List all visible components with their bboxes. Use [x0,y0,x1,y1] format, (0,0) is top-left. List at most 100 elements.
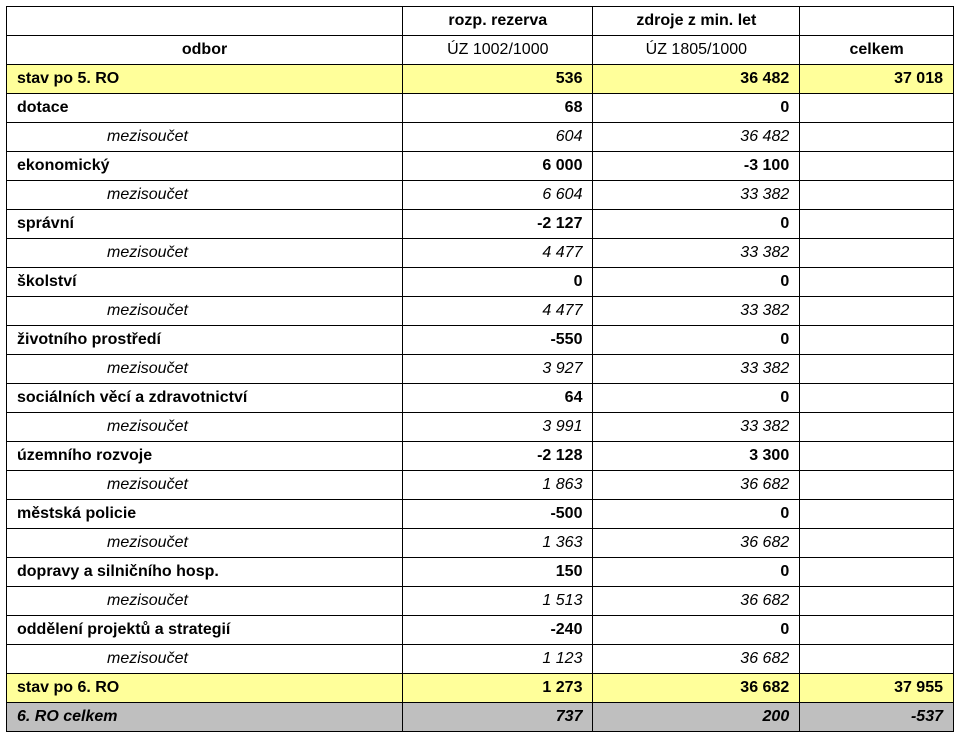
row-col-b: 36 682 [593,471,800,500]
row-label: mezisoučet [7,123,403,152]
table-row: školství00 [7,268,954,297]
header-col-a-sub: ÚZ 1002/1000 [403,36,593,65]
row-col-a: 1 123 [403,645,593,674]
row-col-a: 0 [403,268,593,297]
table-row: sociálních věcí a zdravotnictví640 [7,384,954,413]
table-row: územního rozvoje-2 1283 300 [7,442,954,471]
row-col-c: 37 018 [800,65,954,94]
table-row: dotace680 [7,94,954,123]
row-label: územního rozvoje [7,442,403,471]
table-row: oddělení projektů a strategií-2400 [7,616,954,645]
row-col-a: 4 477 [403,239,593,268]
table-row: mezisoučet3 92733 382 [7,355,954,384]
header-label: odbor [7,36,403,65]
table-container: { "table": { "colors": { "yellow": "#fff… [0,0,960,738]
row-label: oddělení projektů a strategií [7,616,403,645]
table-row: 6. RO celkem737200-537 [7,703,954,732]
row-col-a: 4 477 [403,297,593,326]
row-col-a: 536 [403,65,593,94]
row-col-c [800,152,954,181]
row-col-b: 36 682 [593,529,800,558]
budget-table: rozp. rezerva zdroje z min. let odbor ÚZ… [6,6,954,732]
row-label: mezisoučet [7,413,403,442]
header-col-a-top: rozp. rezerva [403,7,593,36]
row-label: mezisoučet [7,355,403,384]
row-col-c [800,471,954,500]
row-label: mezisoučet [7,645,403,674]
row-col-b: 0 [593,500,800,529]
row-label: sociálních věcí a zdravotnictví [7,384,403,413]
table-row: městská policie-5000 [7,500,954,529]
row-col-b: 33 382 [593,355,800,384]
row-col-b: 36 482 [593,65,800,94]
row-col-b: 200 [593,703,800,732]
row-col-c [800,268,954,297]
row-label: stav po 5. RO [7,65,403,94]
row-col-b: 36 482 [593,123,800,152]
row-label: 6. RO celkem [7,703,403,732]
row-label: mezisoučet [7,471,403,500]
row-label: mezisoučet [7,587,403,616]
table-body: stav po 5. RO53636 48237 018dotace680mez… [7,65,954,732]
row-col-b: 33 382 [593,239,800,268]
header-blank [7,7,403,36]
row-col-b: 0 [593,616,800,645]
row-col-a: -240 [403,616,593,645]
row-col-a: 3 991 [403,413,593,442]
row-col-b: 0 [593,210,800,239]
row-col-a: 6 604 [403,181,593,210]
header-col-b-sub: ÚZ 1805/1000 [593,36,800,65]
row-col-a: 604 [403,123,593,152]
row-col-a: 1 363 [403,529,593,558]
row-col-b: 33 382 [593,181,800,210]
table-row: mezisoučet1 36336 682 [7,529,954,558]
row-col-b: 3 300 [593,442,800,471]
row-label: správní [7,210,403,239]
row-col-c [800,123,954,152]
table-row: stav po 5. RO53636 48237 018 [7,65,954,94]
row-col-b: -3 100 [593,152,800,181]
row-col-c [800,587,954,616]
table-row: mezisoučet1 12336 682 [7,645,954,674]
table-row: mezisoučet4 47733 382 [7,297,954,326]
table-row: stav po 6. RO1 27336 68237 955 [7,674,954,703]
header-col-b-top: zdroje z min. let [593,7,800,36]
row-col-b: 0 [593,558,800,587]
row-col-c [800,616,954,645]
header-row-sub: odbor ÚZ 1002/1000 ÚZ 1805/1000 celkem [7,36,954,65]
row-label: školství [7,268,403,297]
row-col-a: -2 128 [403,442,593,471]
row-label: mezisoučet [7,181,403,210]
row-col-b: 36 682 [593,645,800,674]
row-col-b: 0 [593,268,800,297]
table-row: mezisoučet6 60433 382 [7,181,954,210]
row-col-a: 6 000 [403,152,593,181]
row-col-c [800,529,954,558]
row-col-a: -500 [403,500,593,529]
table-row: správní-2 1270 [7,210,954,239]
row-col-a: 150 [403,558,593,587]
row-col-a: 3 927 [403,355,593,384]
row-col-c [800,442,954,471]
row-col-b: 0 [593,94,800,123]
row-col-b: 33 382 [593,413,800,442]
table-row: mezisoučet4 47733 382 [7,239,954,268]
row-col-b: 33 382 [593,297,800,326]
table-row: mezisoučet3 99133 382 [7,413,954,442]
table-row: životního prostředí-5500 [7,326,954,355]
row-col-a: -2 127 [403,210,593,239]
header-col-c: celkem [800,36,954,65]
header-blank-c [800,7,954,36]
row-col-c [800,181,954,210]
row-col-c [800,413,954,442]
header-row-top: rozp. rezerva zdroje z min. let [7,7,954,36]
row-col-c [800,384,954,413]
row-col-a: 737 [403,703,593,732]
row-col-c: 37 955 [800,674,954,703]
row-label: městská policie [7,500,403,529]
row-label: stav po 6. RO [7,674,403,703]
table-row: ekonomický6 000-3 100 [7,152,954,181]
row-col-c [800,297,954,326]
row-col-c [800,239,954,268]
row-col-c [800,210,954,239]
